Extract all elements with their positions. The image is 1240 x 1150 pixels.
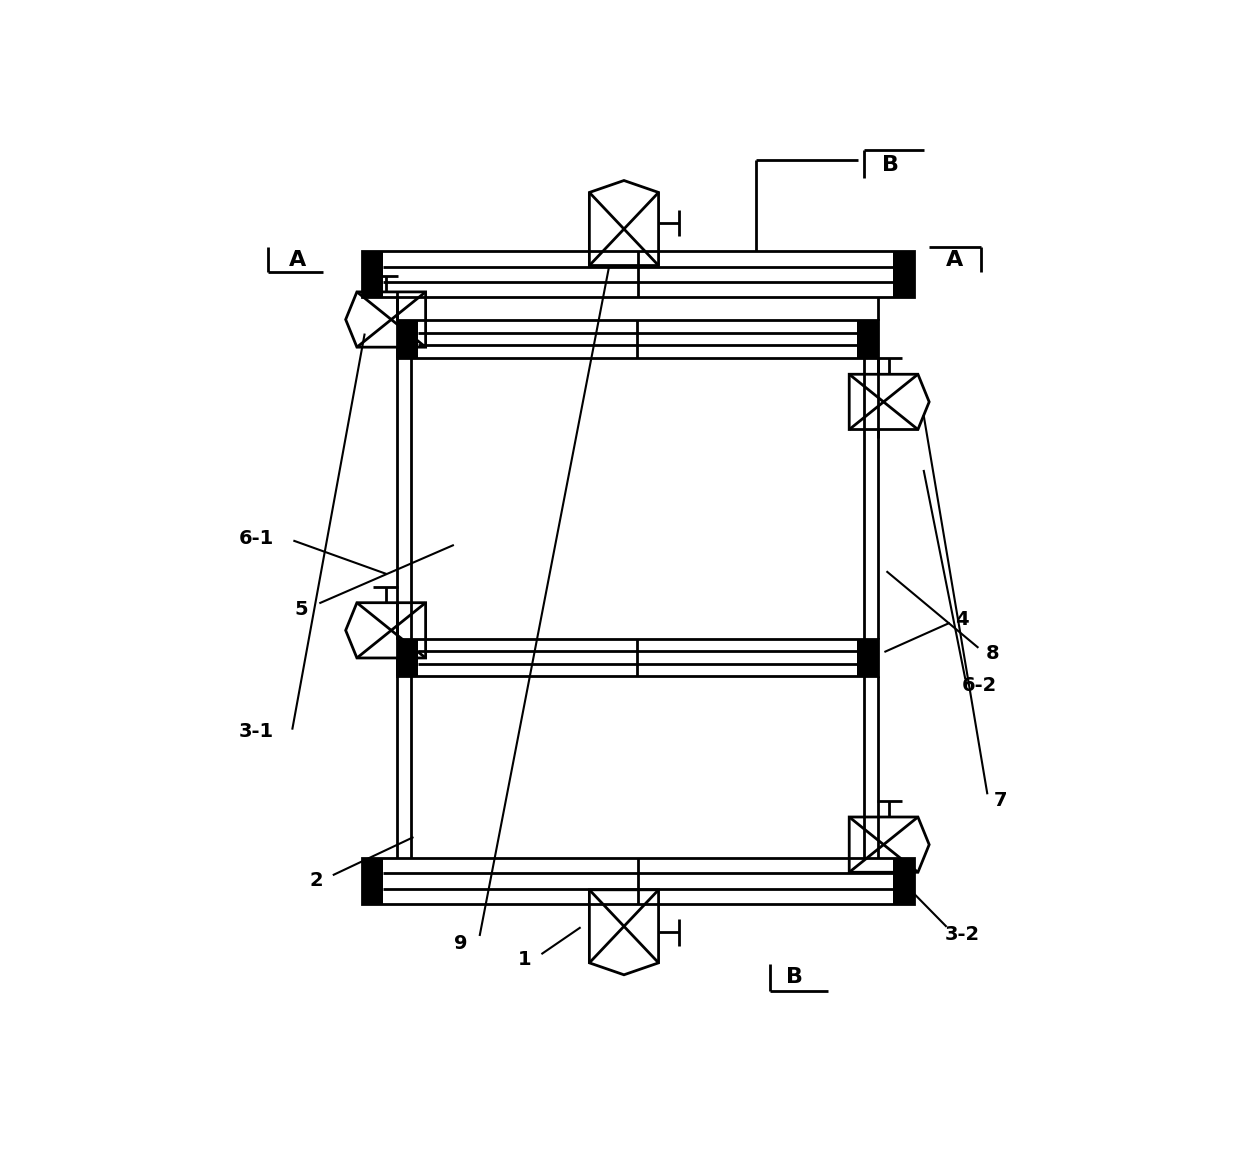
Bar	[857, 321, 878, 358]
Bar	[362, 858, 914, 904]
Text: 9: 9	[454, 934, 467, 953]
Bar	[397, 639, 878, 676]
Text: 7: 7	[994, 791, 1007, 810]
Text: B: B	[882, 154, 899, 175]
Bar	[362, 252, 914, 298]
Text: 4: 4	[956, 611, 968, 629]
Text: 2: 2	[310, 871, 324, 890]
Bar	[397, 321, 878, 358]
Text: 8: 8	[986, 644, 999, 662]
Bar	[857, 639, 878, 676]
Bar	[397, 639, 418, 676]
Text: 3-1: 3-1	[238, 722, 274, 741]
Text: 1: 1	[518, 950, 532, 969]
Text: A: A	[289, 251, 306, 270]
Text: A: A	[946, 251, 963, 270]
Text: 3-2: 3-2	[945, 926, 980, 944]
Bar	[397, 321, 418, 358]
Text: 6-2: 6-2	[962, 676, 997, 695]
Bar	[362, 252, 383, 298]
Text: 6-1: 6-1	[238, 529, 274, 547]
Bar	[893, 252, 914, 298]
Text: 5: 5	[294, 599, 308, 619]
Bar	[893, 858, 914, 904]
Bar	[362, 858, 383, 904]
Text: B: B	[786, 967, 802, 988]
